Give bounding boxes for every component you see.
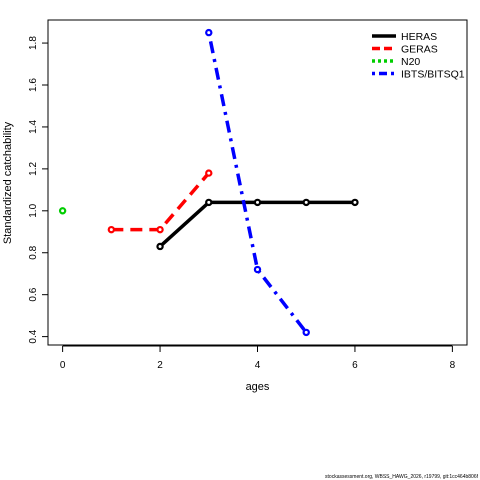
series-ibts-bitsq1 bbox=[205, 28, 310, 337]
x-tick-label: 0 bbox=[60, 360, 66, 371]
y-axis: 0.4 0.6 0.8 1.0 1.2 1.4 1.6 1.8 bbox=[28, 36, 49, 344]
legend-label: IBTS/BITSQ1 bbox=[401, 68, 465, 80]
x-axis: 0 2 4 6 8 bbox=[60, 345, 456, 371]
x-tick-label: 2 bbox=[157, 360, 163, 371]
y-tick-label: 0.8 bbox=[28, 245, 39, 259]
data-point bbox=[253, 265, 262, 274]
y-axis-title: Standardized catchability bbox=[2, 121, 14, 244]
legend-label: HERAS bbox=[401, 31, 437, 43]
y-tick-label: 1.6 bbox=[28, 78, 39, 92]
data-point bbox=[302, 198, 310, 207]
data-point bbox=[205, 169, 213, 177]
x-tick-label: 4 bbox=[255, 360, 261, 371]
data-point bbox=[205, 198, 213, 207]
y-tick-label: 1.8 bbox=[28, 36, 39, 50]
series-layer bbox=[58, 28, 359, 337]
series-n20 bbox=[58, 207, 67, 215]
data-point bbox=[302, 328, 310, 337]
data-point bbox=[156, 225, 164, 234]
data-point bbox=[351, 198, 359, 207]
data-point bbox=[205, 28, 213, 37]
x-axis-title: ages bbox=[246, 381, 270, 393]
data-point bbox=[58, 207, 67, 215]
legend-label: N20 bbox=[401, 56, 420, 68]
y-tick-label: 0.6 bbox=[28, 287, 39, 301]
series-line bbox=[111, 171, 211, 232]
x-tick-label: 8 bbox=[450, 360, 456, 371]
footer-note: stockassessment.org, WBSS_HAWG_2026, r19… bbox=[325, 474, 478, 480]
legend-label: GERAS bbox=[401, 43, 438, 55]
series-line bbox=[207, 32, 308, 334]
x-tick-label: 6 bbox=[352, 360, 358, 371]
series-geras bbox=[107, 169, 213, 234]
data-point bbox=[253, 198, 262, 207]
y-tick-label: 1.4 bbox=[28, 120, 39, 134]
y-tick-label: 0.4 bbox=[28, 329, 39, 343]
data-point bbox=[156, 242, 164, 251]
series-line bbox=[158, 200, 355, 248]
data-point bbox=[107, 225, 116, 234]
y-tick-label: 1.2 bbox=[28, 161, 39, 175]
series-heras bbox=[156, 198, 359, 251]
y-tick-label: 1.0 bbox=[28, 203, 39, 217]
